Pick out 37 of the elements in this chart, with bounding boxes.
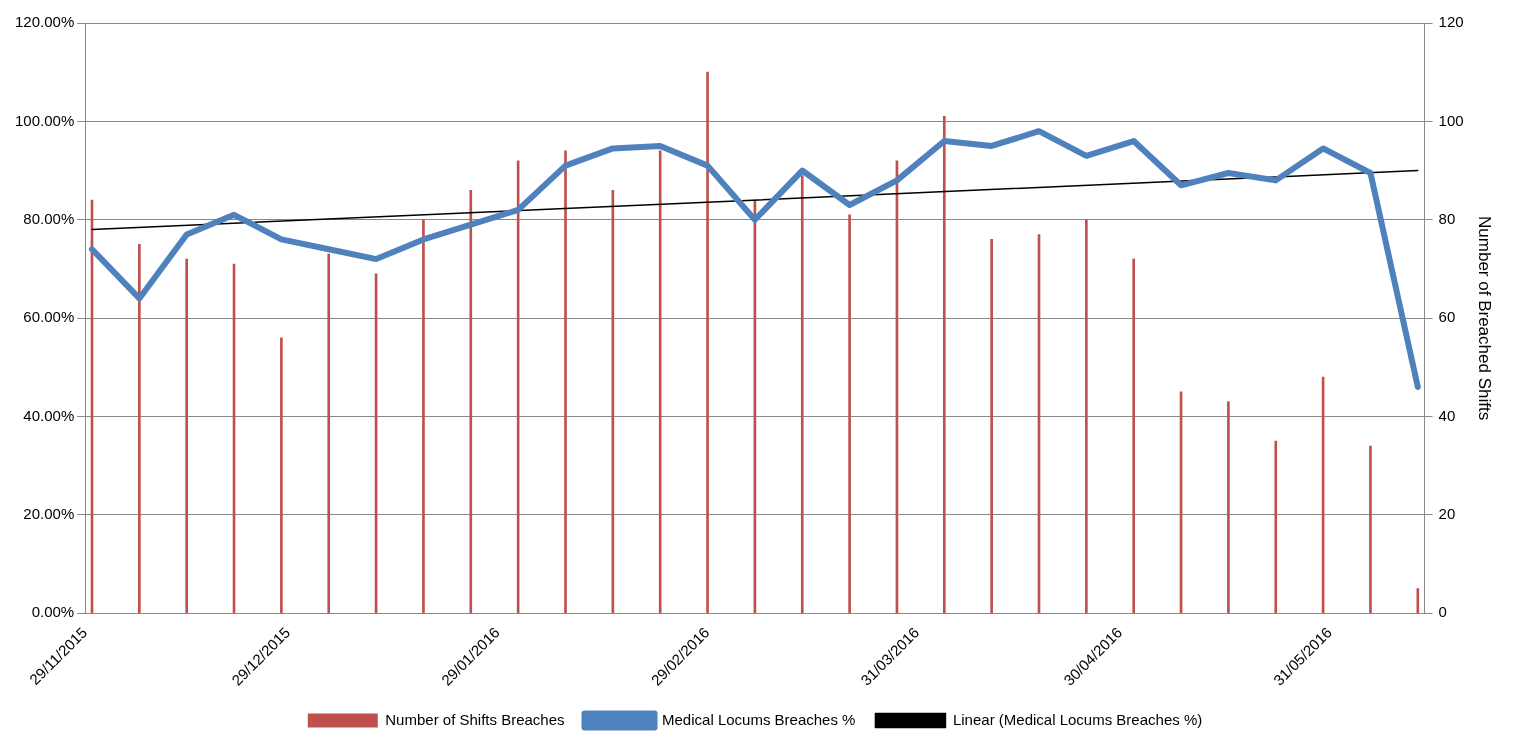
bar: [1085, 219, 1088, 614]
legend-label: Number of Shifts Breaches: [385, 710, 565, 728]
y-tick-label: 80.00%: [23, 209, 75, 227]
legend-label: Medical Locums Breaches %: [662, 710, 856, 728]
y2-tick-label: 40: [1438, 406, 1456, 424]
bar: [280, 337, 283, 614]
bar: [942, 116, 946, 614]
y-tick-label: 40.00%: [23, 406, 75, 424]
bar: [1132, 258, 1136, 614]
y-tick-label: 0.00%: [31, 603, 75, 621]
bar: [1369, 445, 1372, 614]
bar: [138, 243, 141, 614]
bar: [848, 214, 851, 614]
bar: [800, 175, 804, 614]
bar: [990, 239, 993, 614]
y2-axis-title: Number of Breached Shifts: [1475, 216, 1495, 421]
y2-tick-label: 120: [1438, 13, 1464, 31]
y-tick-label: 120.00%: [15, 13, 75, 31]
bar: [1274, 440, 1278, 614]
y-tick-label: 100.00%: [15, 111, 75, 129]
bar: [1416, 588, 1420, 614]
bar: [1227, 401, 1230, 614]
y2-tick-label: 100: [1438, 111, 1464, 129]
bar: [564, 150, 567, 614]
legend-label: Linear (Medical Locums Breaches %): [952, 710, 1203, 728]
bar: [185, 258, 189, 614]
bar: [658, 150, 662, 614]
y2-tick-label: 20: [1438, 504, 1456, 522]
y2-tick-label: 0: [1438, 603, 1447, 621]
bar: [469, 189, 473, 614]
y-tick-label: 60.00%: [23, 308, 75, 326]
bar: [327, 253, 331, 614]
y2-tick-label: 60: [1438, 308, 1456, 326]
bar: [706, 71, 709, 614]
bar: [422, 219, 425, 614]
y-tick-label: 20.00%: [23, 504, 75, 522]
y2-tick-label: 80: [1438, 209, 1456, 227]
